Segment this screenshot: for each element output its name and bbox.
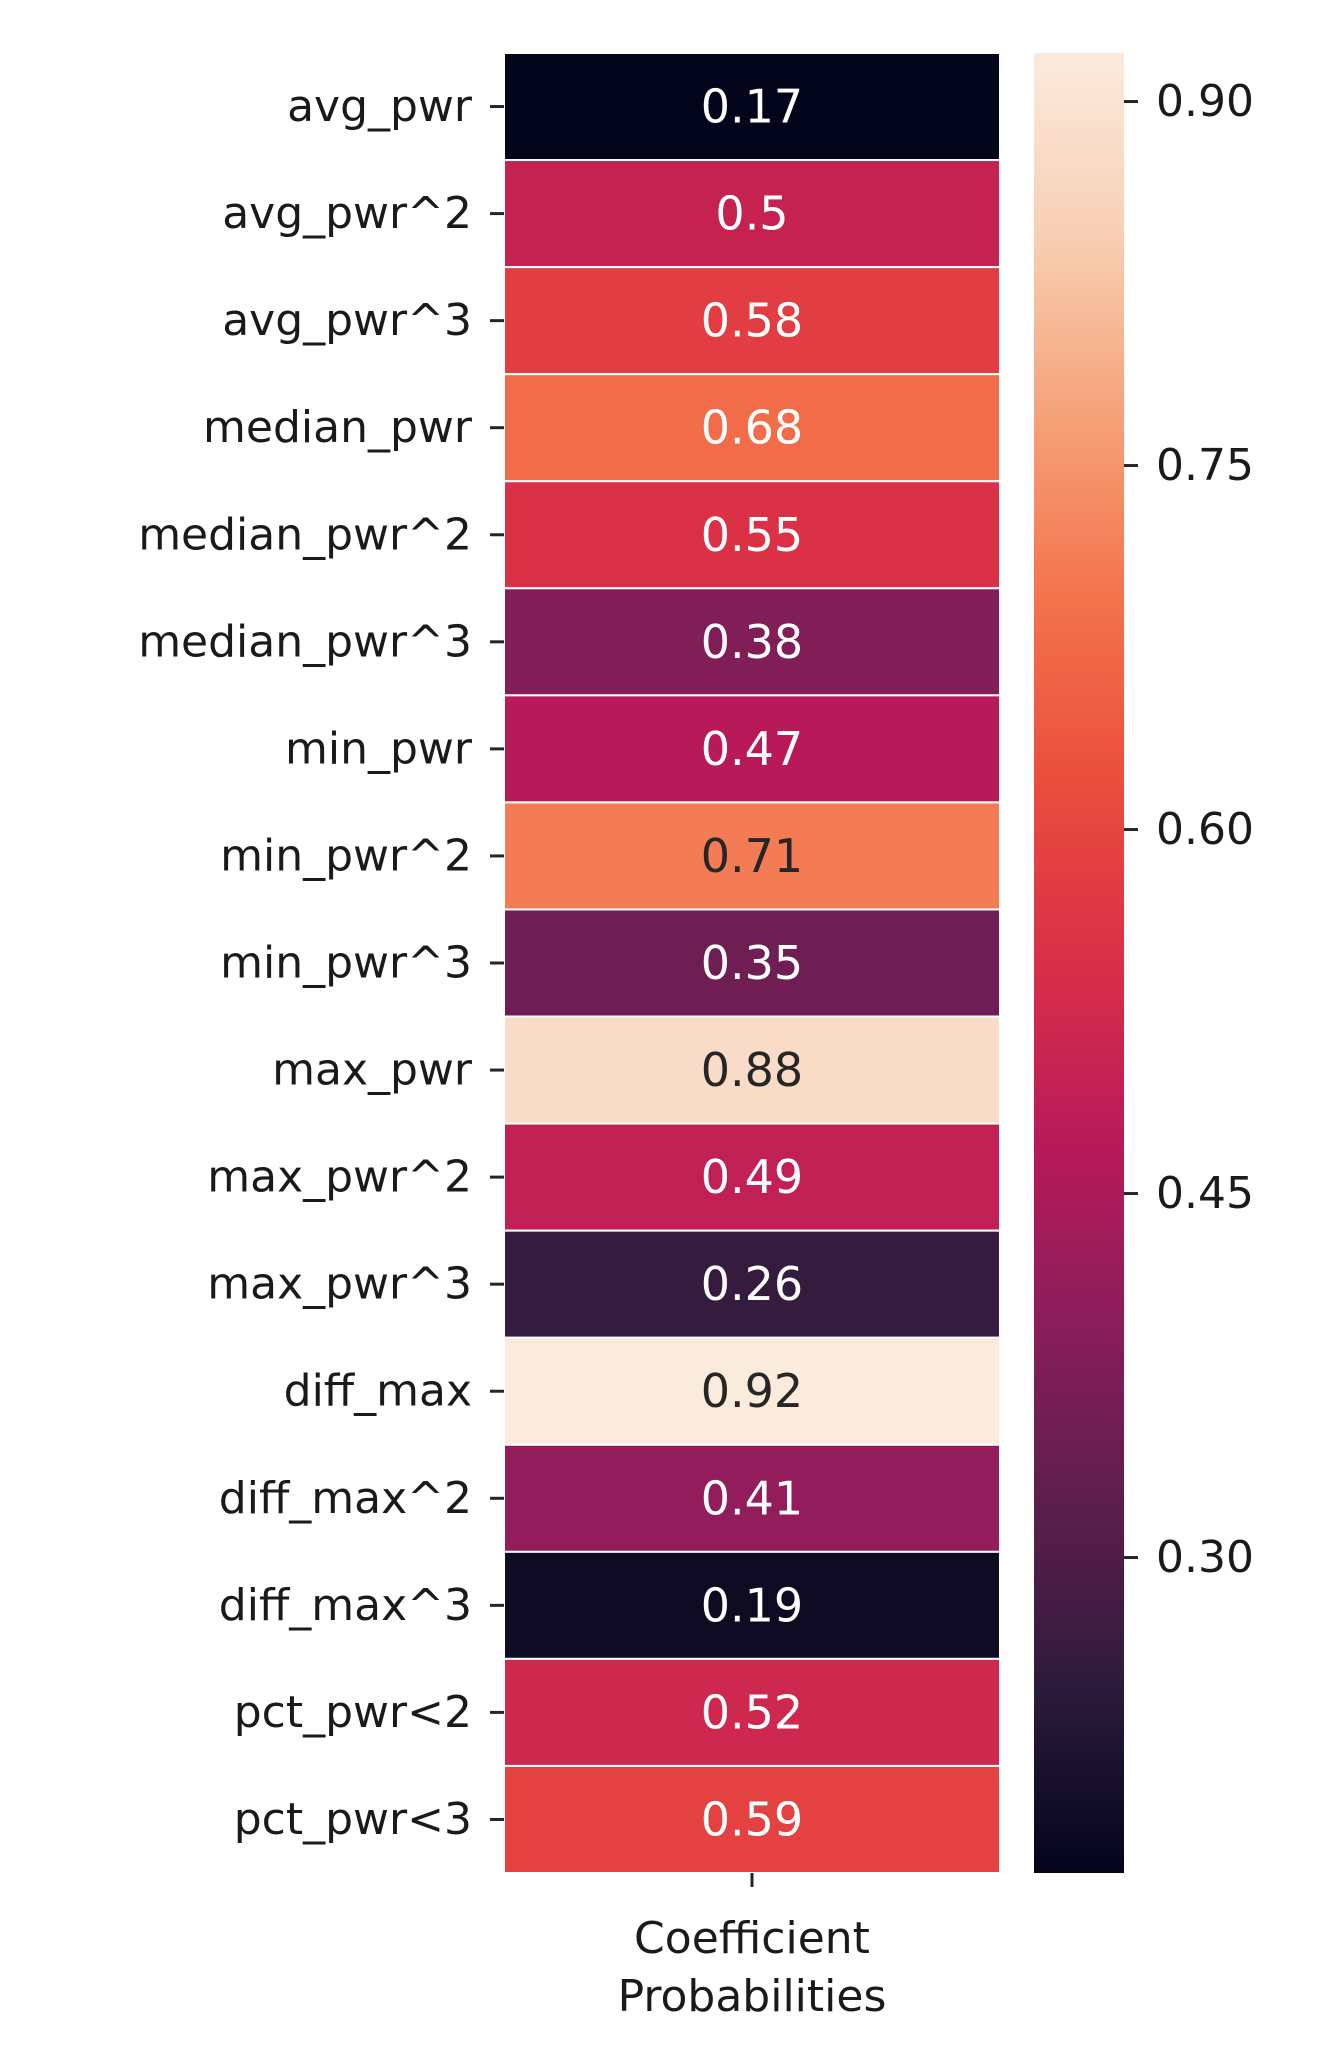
row-labels: avg_pwr avg_pwr^2 avg_pwr^3 median_pwrmedia… (138, 81, 504, 1845)
cell-value-label: 0.35 (701, 936, 803, 990)
cell-value-label: 0.19 (701, 1578, 803, 1632)
colorbar: 0.30 0.45 0.60 0.75 0.90 (1034, 53, 1254, 1873)
row-label: min_pwr^3 (220, 938, 472, 989)
cell-value-label: 0.47 (701, 722, 803, 776)
cell-value-label: 0.68 (701, 401, 803, 455)
cell-value-label: 0.17 (701, 80, 803, 134)
row-label: min_pwr^2 (220, 830, 472, 881)
cell-value-label: 0.59 (701, 1792, 803, 1846)
x-axis: Coefficient Probabilities (618, 1873, 887, 2022)
row-label: median_pwr (203, 402, 473, 453)
cell-value-label: 0.55 (701, 508, 803, 562)
cell-value-label: 0.71 (701, 829, 803, 883)
heatmap-cell (503, 266, 1001, 376)
heatmap-cell (503, 1443, 1001, 1553)
cell-value-label: 0.52 (701, 1685, 803, 1739)
row-label: median_pwr^2 (138, 509, 472, 560)
row-label: pct_pwr<3 (234, 1794, 472, 1845)
heatmap-cell (503, 587, 1001, 697)
heatmap-cell (503, 373, 1001, 483)
column-label-line: Probabilities (618, 1971, 887, 2022)
column-label-line: Coefficient (634, 1913, 870, 1964)
cell-value-label: 0.92 (701, 1364, 803, 1418)
heatmap-cell (503, 1015, 1001, 1125)
heatmap-cell (503, 159, 1001, 269)
heatmap-cell (503, 1122, 1001, 1232)
heatmap-cells: 0.17 0.5 0.58 0.68 0.55 0.38 0.47 0.71 0.35 0.88 0… (503, 52, 1001, 1874)
row-label: max_pwr (272, 1045, 473, 1096)
colorbar-tick-label: 0.90 (1156, 76, 1254, 127)
heatmap-cell (503, 1550, 1001, 1660)
row-label: avg_pwr (287, 81, 473, 132)
colorbar-gradient (1034, 53, 1124, 1873)
row-label: min_pwr (285, 723, 473, 774)
heatmap-cell (503, 1336, 1001, 1446)
heatmap-cell (503, 52, 1001, 162)
cell-value-label: 0.49 (701, 1150, 803, 1204)
row-label: diff_max^3 (219, 1580, 472, 1631)
colorbar-tick-label: 0.30 (1156, 1532, 1254, 1583)
cell-value-label: 0.88 (701, 1043, 803, 1097)
cell-value-label: 0.5 (715, 187, 788, 241)
heatmap-cell (503, 480, 1001, 590)
cell-value-label: 0.38 (701, 615, 803, 669)
cell-value-label: 0.41 (701, 1471, 803, 1525)
row-label: pct_pwr<2 (234, 1687, 472, 1738)
cell-value-label: 0.26 (701, 1257, 803, 1311)
row-label: max_pwr^3 (207, 1259, 472, 1310)
row-label: avg_pwr^2 (222, 188, 472, 239)
colorbar-tick-label: 0.75 (1156, 440, 1254, 491)
heatmap-cell (503, 1764, 1001, 1874)
heatmap-cell (503, 1229, 1001, 1339)
row-label: median_pwr^3 (138, 616, 472, 667)
cell-value-label: 0.58 (701, 294, 803, 348)
row-label: avg_pwr^3 (222, 295, 472, 346)
colorbar-tick-label: 0.45 (1156, 1168, 1254, 1219)
row-label: max_pwr^2 (207, 1152, 472, 1203)
row-label: diff_max^2 (219, 1473, 472, 1524)
row-label: diff_max (284, 1366, 472, 1417)
colorbar-tick-label: 0.60 (1156, 804, 1254, 855)
